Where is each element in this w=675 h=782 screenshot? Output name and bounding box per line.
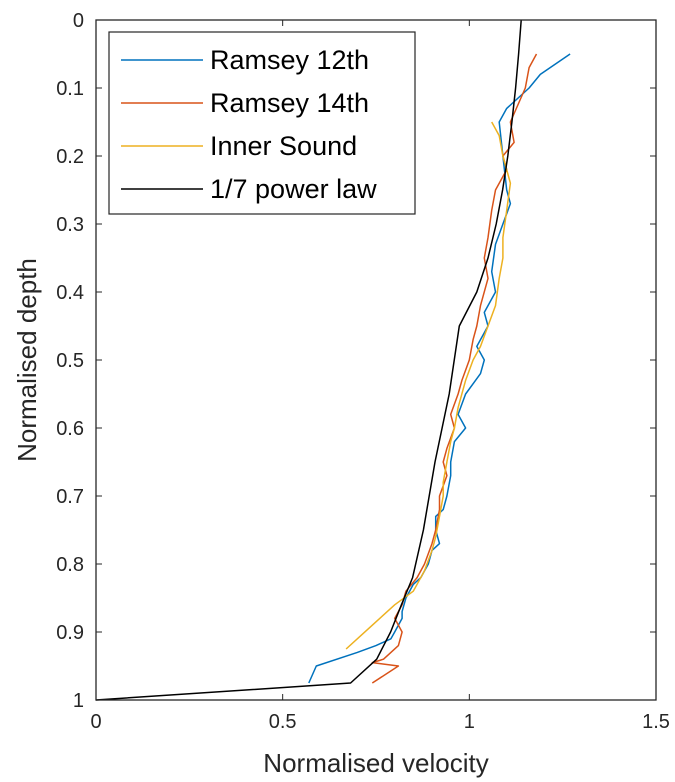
y-tick-label-2: 0.2 <box>56 146 84 168</box>
y-tick-label-5: 0.5 <box>56 350 84 372</box>
y-tick-label-7: 0.7 <box>56 486 84 508</box>
legend-label-0: Ramsey 12th <box>210 45 369 75</box>
legend-entries: Ramsey 12th Ramsey 14th Inner Sound 1/7 pow… <box>121 45 377 204</box>
legend-label-1: Ramsey 14th <box>210 88 369 118</box>
y-axis-label: Normalised depth <box>12 258 42 462</box>
x-tick-label-3: 1.5 <box>642 711 670 733</box>
y-tick-label-6: 0.6 <box>56 418 84 440</box>
y-tick-label-10: 1 <box>73 690 84 712</box>
legend: Ramsey 12th Ramsey 14th Inner Sound 1/7 pow… <box>108 31 416 215</box>
series-layer <box>95 19 571 701</box>
tick-layer: 0 0.5 1 1.5 0 0.1 0.2 0.3 0.4 0.5 0.6 0.7 0.8 0.9 1 <box>56 10 670 733</box>
legend-label-3: 1/7 power law <box>210 174 377 204</box>
x-axis-label: Normalised velocity <box>263 748 488 778</box>
legend-box <box>108 31 416 215</box>
x-tick-label-2: 1 <box>464 711 475 733</box>
y-tick-label-0: 0 <box>73 10 84 32</box>
series-line-0 <box>308 53 571 684</box>
y-tick-label-3: 0.3 <box>56 214 84 236</box>
y-tick-label-1: 0.1 <box>56 78 84 100</box>
x-tick-label-0: 0 <box>90 711 101 733</box>
y-tick-label-4: 0.4 <box>56 282 84 304</box>
series-line-2 <box>345 121 512 650</box>
legend-label-2: Inner Sound <box>210 131 357 161</box>
series-line-3 <box>95 19 522 701</box>
y-tick-label-8: 0.8 <box>56 554 84 576</box>
y-tick-label-9: 0.9 <box>56 622 84 644</box>
x-tick-label-1: 0.5 <box>269 711 297 733</box>
